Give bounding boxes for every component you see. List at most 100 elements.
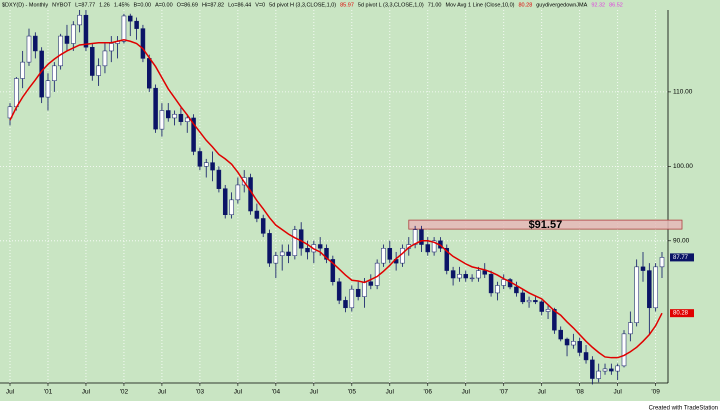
candle-body (362, 281, 367, 297)
candle-body (128, 15, 133, 22)
x-tick-label: Jul (234, 389, 243, 396)
candle-body (90, 46, 95, 76)
header-item: 5d pivot L (3,3,CLOSE,1,0) (358, 2, 424, 8)
header-item: Lo=86.44 (228, 2, 251, 8)
candle-body (45, 80, 51, 98)
header-item: Hi=87.82 (202, 2, 224, 8)
x-tick-label: '06 (424, 389, 433, 396)
x-tick-label: '04 (272, 389, 281, 396)
candle-body (96, 65, 101, 76)
header-item: B=0.00 (133, 2, 151, 8)
candle-body (216, 169, 222, 189)
candle-body (153, 87, 158, 130)
header-item: $DXY(D) - Monthly (2, 2, 48, 8)
candle-body (463, 274, 469, 279)
candle-body (514, 286, 519, 294)
candle-body (431, 240, 437, 253)
header-item: Mov Avg 1 Line (Close,10,0) (445, 2, 514, 8)
candle-body (324, 247, 329, 260)
candle-body (172, 113, 177, 119)
candle-body (419, 229, 424, 245)
candle-body (305, 247, 310, 253)
y-tick-label: 110.00 (673, 89, 693, 96)
y-tick-label: 90.00 (673, 238, 690, 245)
header-item: 1.45% (114, 2, 130, 8)
last-ma-box (670, 309, 694, 318)
candle-body (564, 338, 570, 346)
candle-body (147, 58, 152, 89)
header-item: 80.28 (518, 2, 532, 8)
candle-body (203, 162, 209, 167)
last-close-box (670, 253, 694, 262)
candle-body (621, 333, 627, 367)
last-ma-label: 80.28 (673, 311, 689, 317)
candle-body (501, 279, 506, 286)
candle-body (102, 50, 108, 67)
x-tick-label: Jul (158, 389, 167, 396)
candle-body (387, 247, 393, 260)
candle-body (260, 218, 266, 234)
candle-body (134, 20, 139, 29)
candle-body (210, 162, 215, 171)
candle-body (166, 110, 171, 119)
x-tick-label: Jul (310, 389, 319, 396)
annotation-label: $91.57 (529, 219, 563, 231)
candle-body (330, 259, 336, 282)
candle-body (235, 184, 241, 201)
candle-body (109, 43, 114, 52)
last-close-label: 87.77 (673, 255, 689, 261)
candle-body (374, 262, 380, 286)
background (0, 0, 720, 401)
candle-body (545, 309, 551, 312)
y-tick-label: 100.00 (673, 163, 693, 170)
x-tick-label: Jul (386, 389, 395, 396)
candle-body (83, 14, 89, 48)
candle-body (590, 359, 595, 379)
candle-body (539, 301, 544, 312)
candle-body (571, 341, 576, 346)
candle-body (653, 266, 658, 309)
footer: Created with TradeStation (649, 406, 718, 412)
candle-body (634, 266, 639, 323)
candle-body (292, 229, 298, 256)
candle-body (558, 329, 563, 340)
candle-body (552, 309, 557, 331)
candle-body (159, 110, 165, 130)
x-tick-label: Jul (82, 389, 91, 396)
header-item: V=0 (255, 2, 265, 8)
header-item: 92.32 (591, 2, 605, 8)
candle-body (286, 251, 291, 256)
candle-body (140, 28, 146, 59)
candle-body (317, 244, 323, 249)
candle-body (121, 15, 127, 42)
header-item: guydivergedownJMA (536, 2, 587, 8)
candle-body (52, 65, 57, 81)
candle-body (267, 233, 272, 264)
candle-body (355, 288, 361, 297)
header-item: 71.00 (428, 2, 442, 8)
candle-body (469, 277, 475, 280)
annotation-box (408, 219, 683, 230)
x-tick-label: '01 (44, 389, 53, 396)
candle-body (20, 61, 25, 79)
footer-strip (0, 401, 720, 413)
header-item: 85.97 (340, 2, 354, 8)
candle-body (349, 288, 355, 309)
candle-body (229, 199, 234, 215)
x-tick-label: Jul (538, 389, 547, 396)
candle-body (596, 370, 601, 379)
x-tick-label: '05 (348, 389, 357, 396)
moving-average-line (9, 39, 663, 359)
header-item: O=86.69 (177, 2, 198, 8)
candle-body (520, 292, 525, 303)
candle-body (184, 117, 190, 122)
candle-body (222, 188, 228, 215)
candle-body (71, 24, 76, 44)
header-item: 86.52 (609, 2, 623, 8)
candle-body (457, 274, 462, 279)
candle-body (400, 247, 405, 264)
candle-body (533, 300, 538, 303)
candle-body (254, 210, 260, 219)
x-tick-label: Jul (462, 389, 471, 396)
candle-body (526, 300, 532, 303)
